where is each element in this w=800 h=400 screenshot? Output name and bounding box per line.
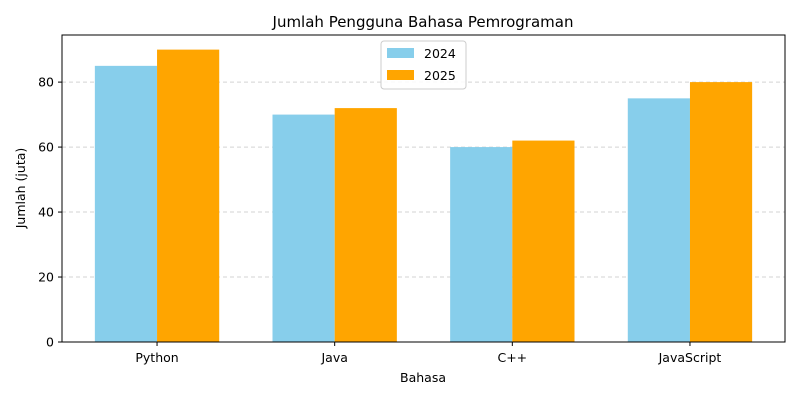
x-tick-label: Java bbox=[320, 350, 347, 365]
x-tick-label: JavaScript bbox=[658, 350, 722, 365]
bar-2024-java bbox=[272, 114, 335, 342]
y-axis-ticks: 0 20 40 60 80 bbox=[38, 75, 62, 350]
x-tick-label: Python bbox=[135, 350, 178, 365]
bar-2025-javascript bbox=[689, 82, 753, 342]
y-tick-label: 80 bbox=[38, 75, 54, 90]
y-tick-label: 40 bbox=[38, 205, 54, 220]
bar-2025-c bbox=[512, 140, 575, 342]
legend-swatch-2025 bbox=[387, 70, 414, 80]
legend-label-2024: 2024 bbox=[424, 46, 456, 61]
y-tick-label: 60 bbox=[38, 140, 54, 155]
bar-2024-c bbox=[450, 147, 513, 342]
legend-swatch-2024 bbox=[387, 48, 414, 58]
bar-2024-javascript bbox=[627, 98, 690, 342]
x-axis-label: Bahasa bbox=[400, 370, 446, 385]
x-tick-label: C++ bbox=[497, 350, 527, 365]
bars bbox=[94, 49, 753, 343]
bar-2025-python bbox=[157, 49, 220, 342]
bar-2024-python bbox=[94, 65, 158, 343]
plot-frame bbox=[61, 34, 786, 343]
chart-title: Jumlah Pengguna Bahasa Pemrograman bbox=[272, 13, 574, 31]
y-tick-label: 20 bbox=[38, 270, 54, 285]
legend: 2024 2025 bbox=[380, 40, 467, 90]
legend-label-2025: 2025 bbox=[424, 68, 456, 83]
bar-2025-java bbox=[334, 108, 397, 342]
x-axis-ticks: Python Java C++ JavaScript bbox=[135, 342, 721, 365]
y-tick-label: 0 bbox=[46, 335, 54, 350]
y-axis-label: Jumlah (juta) bbox=[13, 148, 28, 230]
